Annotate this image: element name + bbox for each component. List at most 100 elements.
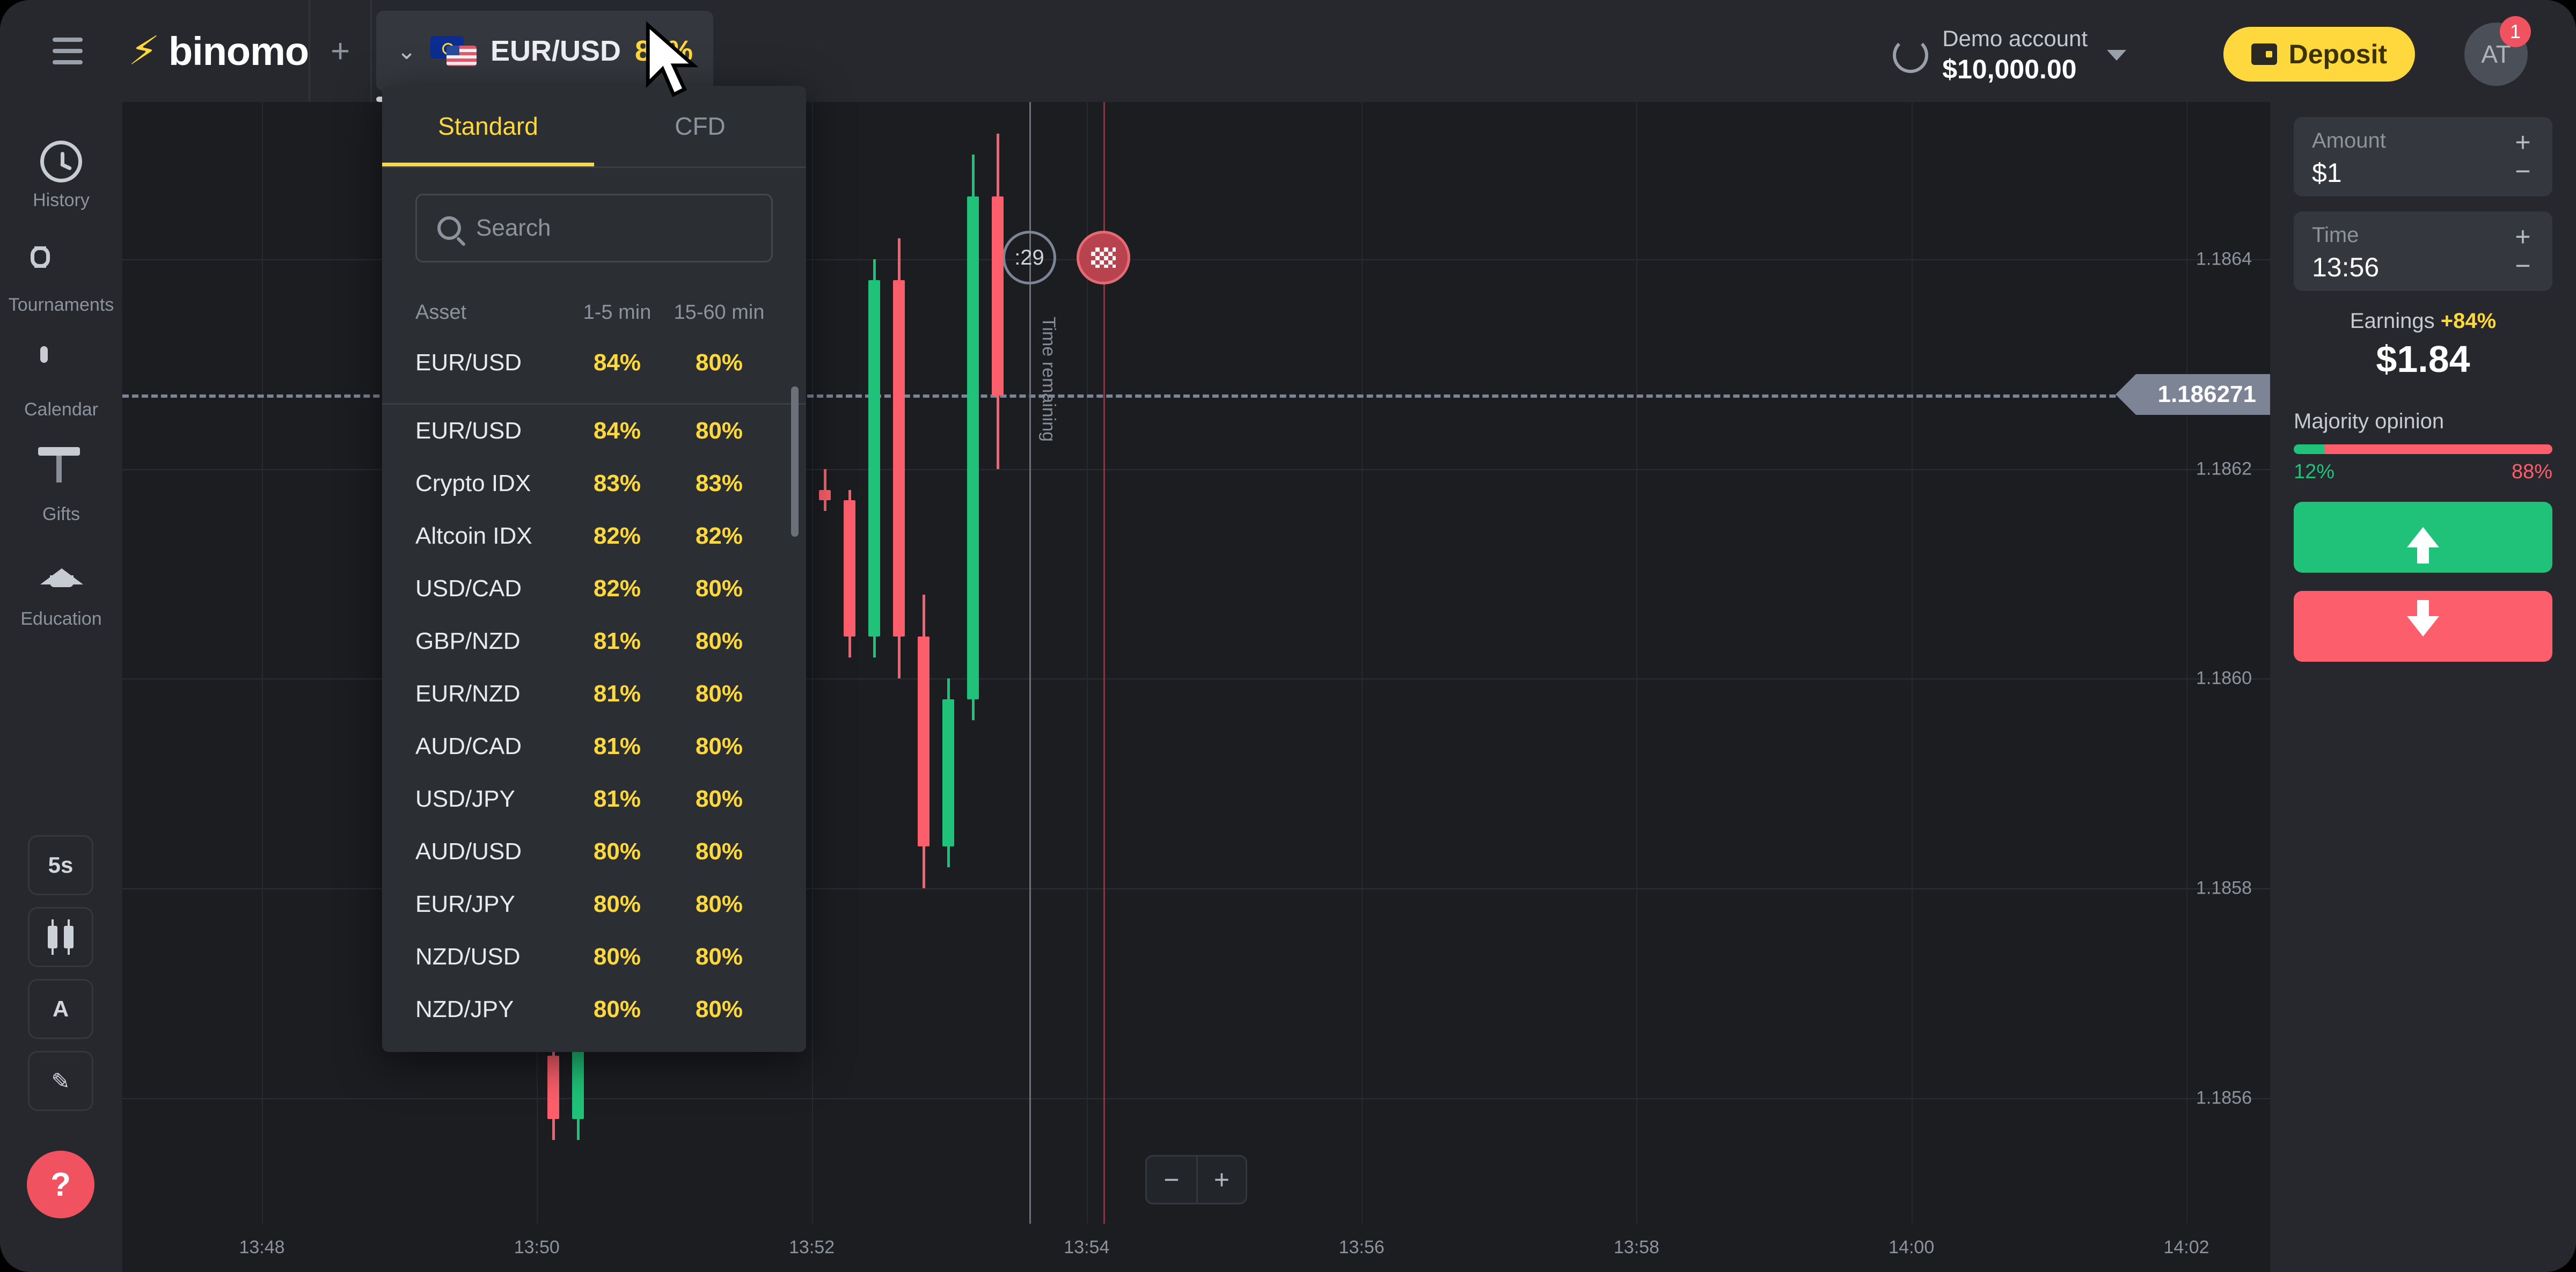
time-value: 13:56	[2312, 252, 2380, 282]
current-price-label: 1.186271	[2116, 374, 2270, 415]
active-tab-underline	[382, 163, 594, 166]
add-asset-tab-button[interactable]: +	[309, 0, 372, 102]
asset-payout-short: 81%	[593, 681, 641, 707]
sidebar-item-history[interactable]: History	[0, 123, 122, 228]
asset-name: AUD/USD	[415, 838, 522, 865]
divider	[382, 166, 806, 168]
list-item[interactable]: USD/CAD 82% 80%	[382, 562, 806, 615]
zoom-in-button[interactable]: +	[1196, 1157, 1246, 1203]
time-axis-tick: 13:52	[789, 1237, 835, 1258]
earnings-percent: +84%	[2440, 309, 2497, 333]
amount-increase-button[interactable]: +	[2515, 127, 2531, 157]
sidebar-item-gifts[interactable]: Gifts	[0, 437, 122, 542]
list-item[interactable]: EUR/USD 84% 80%	[382, 405, 806, 457]
clock-icon	[40, 141, 82, 182]
graduation-cap-icon	[40, 559, 83, 601]
asset-name: NZD/JPY	[415, 996, 514, 1022]
search-input[interactable]: Search	[415, 194, 773, 262]
chevron-down-icon: ⌄	[397, 38, 417, 64]
scrollbar[interactable]	[791, 386, 799, 537]
asset-payout-short: 80%	[593, 944, 641, 970]
gridline	[2186, 102, 2187, 1224]
sidebar-item-calendar[interactable]: Calendar	[0, 333, 122, 437]
zoom-out-button[interactable]: −	[1163, 1165, 1180, 1195]
list-item[interactable]: Altcoin IDX 82% 82%	[382, 510, 806, 562]
time-decrease-button[interactable]: −	[2515, 251, 2531, 281]
gridline	[122, 678, 2270, 680]
mouse-cursor	[646, 21, 699, 98]
sidebar-item-label: Calendar	[24, 399, 98, 420]
asset-name: GBP/NZD	[415, 628, 521, 654]
tab-standard[interactable]: Standard	[438, 112, 538, 140]
countdown-marker: :29	[1002, 231, 1056, 284]
asset-payout-short: 79%	[569, 1049, 665, 1052]
list-item[interactable]: EUR/USD 84% 80%	[415, 349, 743, 376]
asset-name: Crypto IDX	[415, 470, 531, 496]
majority-up-percent: 12%	[2294, 460, 2335, 483]
list-item[interactable]: NZD/JPY 80% 80%	[382, 983, 806, 1036]
list-item[interactable]: EUR/JPY 80% 80%	[382, 878, 806, 931]
arrow-down-icon	[2407, 600, 2439, 637]
asset-name: EUR/NZD	[415, 681, 521, 707]
indicators-icon[interactable]: A	[28, 979, 93, 1039]
candle	[992, 102, 1004, 1224]
gridline	[1362, 102, 1363, 1224]
asset-payout-short: 80%	[593, 996, 641, 1022]
asset-payout-short: 80%	[593, 838, 641, 865]
sidebar-item-label: Gifts	[42, 504, 80, 524]
majority-opinion-bar	[2294, 444, 2552, 454]
asset-payout-short: 82%	[593, 575, 641, 602]
time-axis-tick: 13:58	[1613, 1237, 1659, 1258]
gridline	[1086, 102, 1088, 1224]
list-item[interactable]: AUD/CAD 81% 80%	[382, 720, 806, 773]
buy-up-button[interactable]	[2294, 502, 2552, 573]
list-item[interactable]: EUR/NZD 81% 80%	[382, 668, 806, 720]
calendar-icon	[40, 346, 82, 392]
list-item[interactable]: Crypto IDX 83% 83%	[382, 457, 806, 510]
search-placeholder: Search	[476, 215, 551, 241]
sidebar-item-label: Education	[20, 609, 102, 629]
pencil-icon[interactable]: ✎	[28, 1051, 93, 1111]
tab-cfd[interactable]: CFD	[675, 112, 726, 140]
list-item[interactable]: USD/JPY 81% 80%	[382, 773, 806, 825]
account-type-label: Demo account	[1942, 26, 2088, 51]
asset-payout-long: 80%	[695, 944, 743, 970]
pinned-asset-section: EUR/USD 84% 80%	[382, 337, 806, 405]
deposit-button[interactable]: Deposit	[2223, 27, 2415, 82]
candle	[819, 102, 831, 1224]
gift-icon	[40, 455, 82, 496]
sell-down-button[interactable]	[2294, 591, 2552, 662]
wallet-icon	[2251, 43, 2277, 65]
deal-close-marker[interactable]	[1077, 231, 1130, 284]
sidebar-item-tournaments[interactable]: Tournaments	[0, 228, 122, 333]
help-button[interactable]: ?	[27, 1151, 94, 1218]
amount-field[interactable]: Amount $1 + −	[2294, 117, 2552, 196]
time-field[interactable]: Time 13:56 + −	[2294, 211, 2552, 291]
chevron-down-icon	[2107, 50, 2126, 61]
sidebar-item-label: History	[33, 190, 90, 210]
candlestick-icon[interactable]	[28, 907, 93, 967]
sidebar-item-education[interactable]: Education	[0, 542, 122, 647]
list-item[interactable]: GBP/NZD 81% 80%	[382, 615, 806, 668]
sidebar-item-label: Tournaments	[8, 295, 114, 315]
account-selector[interactable]: Demo account $10,000.00	[1893, 26, 2126, 85]
price-axis-tick: 1.1862	[2196, 458, 2252, 479]
list-item[interactable]: EUR/MXN79%80%	[382, 1036, 806, 1052]
amount-decrease-button[interactable]: −	[2515, 156, 2531, 186]
notification-badge[interactable]: 1	[2500, 16, 2531, 47]
asset-name: EUR/JPY	[415, 891, 515, 917]
asset-list[interactable]: EUR/USD 84% 80% Crypto IDX 83% 83% Altcoin IDX…	[382, 405, 806, 1052]
asset-dropdown[interactable]: Standard CFD Search Asset 1-5 min 15-60 …	[382, 86, 806, 1052]
asset-name: USD/JPY	[415, 786, 515, 812]
time-increase-button[interactable]: +	[2515, 222, 2531, 252]
list-item[interactable]: NZD/USD 80% 80%	[382, 931, 806, 983]
refresh-icon	[1893, 38, 1929, 73]
time-label: Time	[2312, 223, 2359, 247]
gridline	[1636, 102, 1638, 1224]
asset-payout-long: 80%	[695, 628, 743, 654]
time-axis-tick: 13:56	[1338, 1237, 1385, 1258]
search-icon	[437, 216, 461, 240]
hamburger-icon[interactable]	[53, 38, 83, 64]
timeframe-button[interactable]: 5s	[28, 835, 93, 895]
list-item[interactable]: AUD/USD 80% 80%	[382, 825, 806, 878]
